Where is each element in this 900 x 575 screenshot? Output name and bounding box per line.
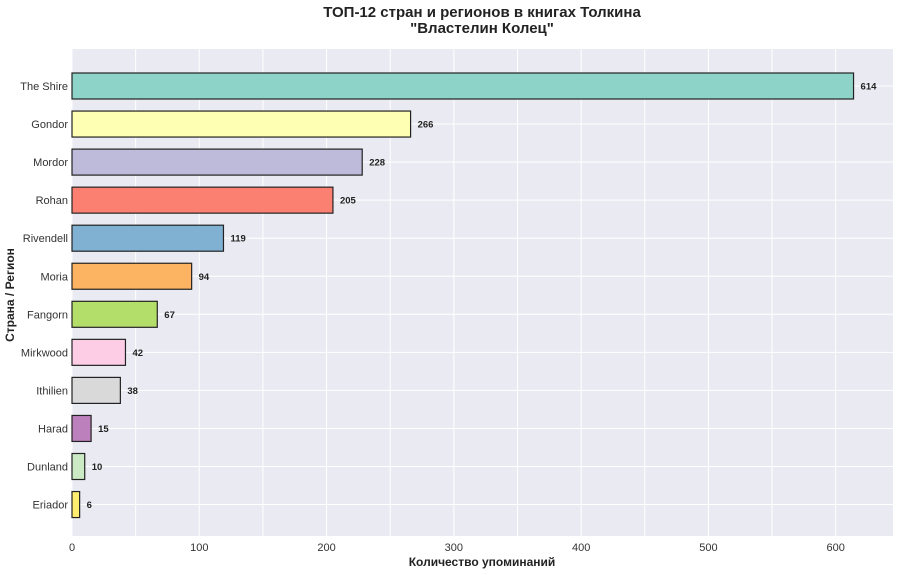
x-tick-labels: 0 100 200 300 400 500 600 [69, 542, 845, 554]
y-tick-label: Gondor [31, 119, 68, 131]
bar-ithilien [71, 376, 121, 404]
bar-the-shire [71, 72, 855, 100]
y-tick-label: Mirkwood [21, 347, 68, 359]
x-tick-label: 200 [317, 542, 335, 554]
data-label: 266 [418, 120, 434, 131]
y-tick-label: Eriador [33, 500, 69, 512]
data-label: 94 [199, 272, 210, 283]
data-label: 38 [127, 386, 138, 397]
data-label: 614 [861, 82, 878, 93]
x-axis-label: Количество упоминаний [409, 555, 556, 569]
y-tick-label: Fangorn [27, 309, 68, 321]
data-label: 6 [87, 500, 92, 511]
bar-mordor [71, 148, 363, 176]
bar-harad [71, 414, 92, 443]
y-tick-label: Rivendell [23, 233, 68, 245]
x-tick-label: 500 [699, 542, 717, 554]
x-tick-label: 300 [445, 542, 463, 554]
chart-title-line-2: "Властелин Колец" [410, 20, 554, 37]
bar-rivendell [71, 224, 225, 252]
data-label: 15 [98, 424, 109, 435]
bar-fangorn [71, 300, 158, 328]
bar-gondor [71, 110, 412, 138]
bar-moria [71, 262, 193, 290]
bar-eriador [71, 490, 81, 519]
y-tick-label: Mordor [33, 157, 68, 169]
x-tick-label: 100 [190, 542, 208, 554]
bar-rohan [71, 186, 334, 214]
y-tick-label: Dunland [27, 462, 68, 474]
data-label: 119 [230, 234, 245, 245]
y-tick-label: Moria [40, 271, 68, 283]
data-label: 67 [164, 310, 175, 321]
y-tick-label: Rohan [36, 195, 68, 207]
y-tick-label: Harad [38, 423, 68, 435]
y-axis-label: Страна / Регион [3, 248, 17, 342]
bar-mirkwood [71, 338, 127, 366]
x-tick-label: 600 [827, 542, 845, 554]
y-tick-label: The Shire [20, 81, 68, 93]
data-label: 10 [92, 462, 103, 473]
x-tick-label: 0 [69, 542, 75, 554]
chart-title-line-1: ТОП-12 стран и регионов в книгах Толкина [323, 4, 641, 21]
data-label: 205 [340, 196, 357, 207]
x-tick-label: 400 [572, 542, 590, 554]
bars: 614 266 228 205 119 94 67 42 38 15 10 6 [71, 72, 878, 519]
y-tick-labels: The Shire Gondor Mordor Rohan Rivendell Moria… [20, 81, 69, 512]
data-label: 228 [369, 158, 385, 169]
y-tick-label: Ithilien [36, 385, 68, 397]
bar-dunland [71, 452, 86, 481]
data-label: 42 [132, 348, 143, 359]
